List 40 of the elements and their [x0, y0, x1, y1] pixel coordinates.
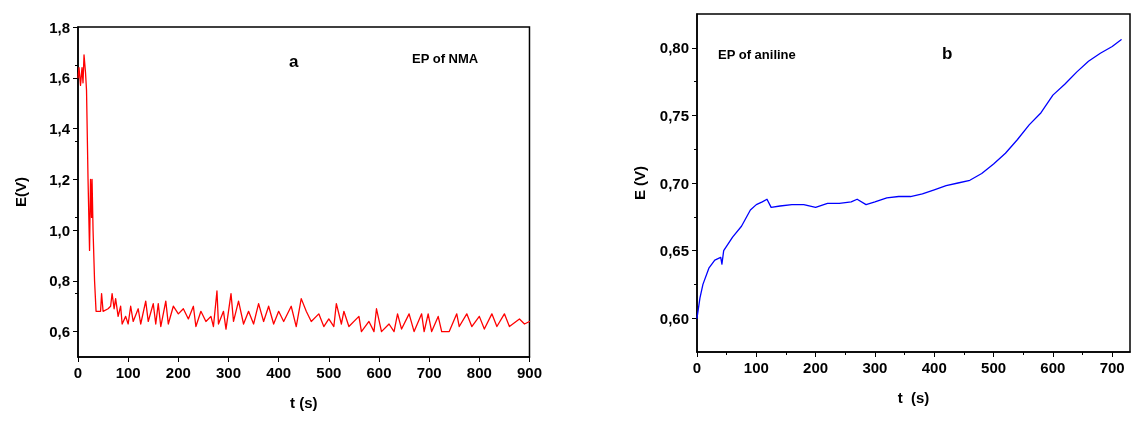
y-tick-label: 1,6 — [49, 69, 70, 87]
y-tick-label: 1,4 — [49, 120, 71, 138]
x-axis-title: t (s) — [897, 389, 930, 406]
annotation: EP of aniline — [718, 47, 796, 62]
y-tick-label: 1,0 — [49, 221, 70, 239]
x-tick-label: 200 — [165, 364, 191, 381]
line-series — [77, 54, 531, 333]
y-tick-label: 0,80 — [659, 39, 689, 57]
text: b — [942, 44, 953, 63]
y-tick-label: 0,65 — [659, 242, 689, 260]
x-tick-label: 100 — [743, 359, 769, 376]
x-tick-label: 900 — [516, 364, 542, 381]
y-axis-title: E (V) — [631, 165, 648, 201]
x-tick-label: 400 — [266, 364, 292, 381]
y-tick-label: 0,8 — [49, 272, 70, 290]
y-tick-label: 1,2 — [49, 170, 70, 188]
y-tick-label: 0,70 — [659, 174, 689, 192]
x-tick-label: 700 — [1099, 359, 1125, 376]
x-tick-label: 300 — [862, 359, 888, 376]
y-tick-label: 0,60 — [659, 309, 689, 327]
x-tick-label: 500 — [316, 364, 342, 381]
x-tick-label: 700 — [416, 364, 442, 381]
x-tick-label: 200 — [803, 359, 829, 376]
x-tick-label: 100 — [115, 364, 141, 381]
x-tick-label: 600 — [1040, 359, 1066, 376]
x-tick-label: 400 — [921, 359, 947, 376]
y-tick-label: 0,6 — [49, 323, 70, 341]
x-tick-label: 0 — [692, 359, 702, 376]
annotation: EP of NMA — [412, 51, 479, 66]
text: a — [289, 52, 299, 71]
x-tick-label: 500 — [981, 359, 1007, 376]
x-tick-label: 0 — [73, 364, 83, 381]
x-tick-label: 600 — [366, 364, 392, 381]
y-axis-title: E(V) — [12, 177, 29, 207]
y-tick-label: 0,75 — [659, 106, 689, 124]
line-series — [696, 39, 1122, 319]
y-tick-label: 1,8 — [49, 18, 70, 36]
x-axis-title: t (s) — [289, 394, 318, 411]
x-tick-label: 800 — [466, 364, 492, 381]
x-tick-label: 300 — [215, 364, 242, 381]
